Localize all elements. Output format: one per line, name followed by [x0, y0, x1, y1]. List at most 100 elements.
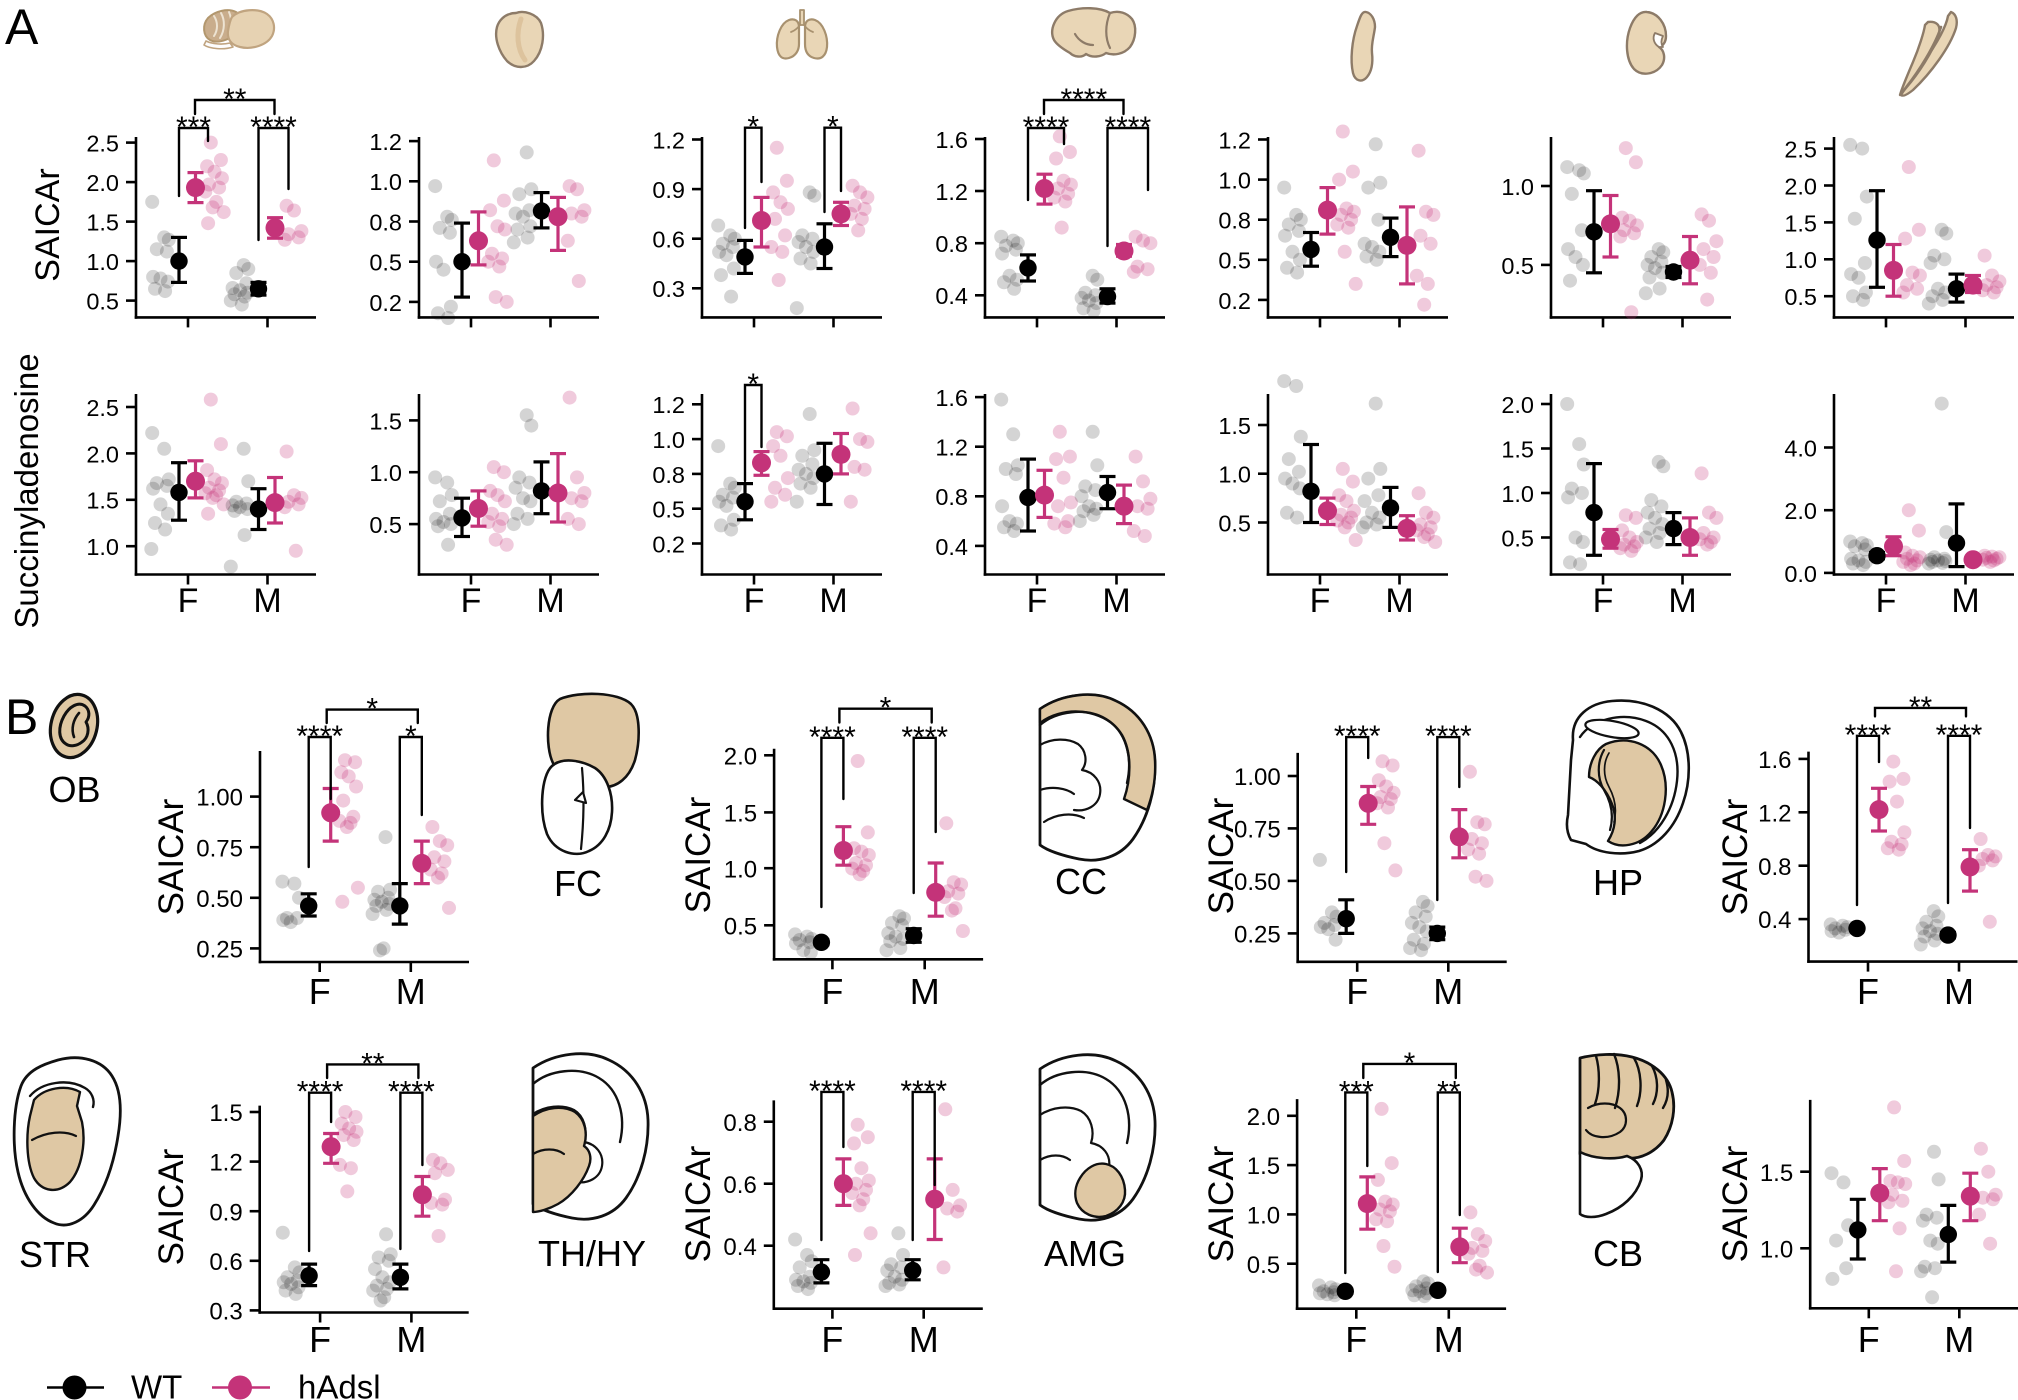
svg-text:0.8: 0.8 — [935, 231, 968, 257]
svg-text:CC: CC — [1055, 861, 1107, 902]
svg-text:0.75: 0.75 — [1234, 817, 1281, 844]
svg-text:*: * — [880, 692, 892, 725]
svg-text:M: M — [1951, 582, 1979, 620]
svg-text:0.6: 0.6 — [723, 1172, 756, 1199]
svg-text:F: F — [821, 971, 843, 1012]
svg-text:M: M — [909, 1319, 939, 1360]
svg-text:F: F — [1310, 582, 1331, 620]
svg-text:0.4: 0.4 — [935, 283, 968, 309]
svg-text:SAICAr: SAICAr — [1202, 797, 1241, 914]
svg-text:1.2: 1.2 — [652, 127, 685, 153]
svg-text:1.5: 1.5 — [86, 210, 119, 236]
svg-text:**: ** — [1437, 1075, 1461, 1108]
svg-text:F: F — [178, 582, 199, 620]
svg-text:1.5: 1.5 — [724, 801, 757, 828]
svg-text:0.3: 0.3 — [209, 1299, 242, 1326]
svg-text:F: F — [1858, 1319, 1880, 1360]
svg-text:1.6: 1.6 — [935, 385, 968, 411]
svg-text:1.0: 1.0 — [1218, 462, 1251, 488]
svg-text:****: **** — [1060, 83, 1107, 116]
svg-text:HP: HP — [1593, 862, 1643, 903]
svg-text:*: * — [405, 720, 417, 753]
svg-text:0.8: 0.8 — [1758, 854, 1791, 881]
svg-text:0.2: 0.2 — [1218, 288, 1251, 314]
svg-text:0.2: 0.2 — [369, 290, 402, 316]
svg-text:**: ** — [1909, 691, 1933, 724]
svg-text:F: F — [821, 1319, 843, 1360]
svg-text:2.5: 2.5 — [86, 395, 119, 421]
svg-text:1.0: 1.0 — [1760, 1236, 1793, 1263]
svg-text:1.0: 1.0 — [1218, 168, 1251, 194]
svg-text:M: M — [396, 1319, 426, 1360]
svg-text:0.3: 0.3 — [652, 276, 685, 302]
svg-text:0.5: 0.5 — [1501, 253, 1534, 279]
svg-text:1.0: 1.0 — [369, 460, 402, 486]
svg-text:0.2: 0.2 — [652, 531, 685, 557]
svg-text:0.75: 0.75 — [196, 835, 243, 862]
svg-text:M: M — [819, 582, 847, 620]
svg-text:1.5: 1.5 — [209, 1100, 242, 1127]
svg-text:1.2: 1.2 — [209, 1150, 242, 1177]
svg-text:2.0: 2.0 — [86, 170, 119, 196]
svg-text:M: M — [1434, 1319, 1464, 1360]
svg-text:B: B — [5, 689, 38, 745]
svg-text:1.0: 1.0 — [86, 249, 119, 275]
svg-text:0.50: 0.50 — [196, 886, 243, 913]
svg-text:hAdsl: hAdsl — [298, 1369, 381, 1400]
svg-text:****: **** — [388, 1076, 435, 1109]
svg-text:OB: OB — [48, 769, 100, 810]
svg-text:2.0: 2.0 — [724, 743, 757, 770]
svg-text:1.2: 1.2 — [1218, 127, 1251, 153]
svg-text:0.5: 0.5 — [369, 250, 402, 276]
svg-text:0.9: 0.9 — [652, 177, 685, 203]
svg-text:WT: WT — [131, 1369, 182, 1400]
svg-text:0.8: 0.8 — [652, 462, 685, 488]
svg-text:F: F — [1876, 582, 1897, 620]
svg-text:1.5: 1.5 — [1218, 413, 1251, 439]
svg-text:2.0: 2.0 — [1247, 1104, 1280, 1131]
svg-text:*: * — [827, 111, 839, 144]
svg-text:SAICAr: SAICAr — [679, 1145, 718, 1262]
svg-text:4.0: 4.0 — [1784, 435, 1817, 461]
svg-text:1.00: 1.00 — [1234, 764, 1281, 791]
svg-text:***: *** — [1339, 1075, 1374, 1108]
svg-text:****: **** — [1104, 111, 1151, 144]
svg-text:1.6: 1.6 — [1758, 747, 1791, 774]
svg-text:SAICAr: SAICAr — [29, 168, 67, 281]
svg-text:2.0: 2.0 — [1501, 392, 1534, 418]
svg-text:1.0: 1.0 — [86, 534, 119, 560]
svg-text:0.5: 0.5 — [1247, 1252, 1280, 1279]
svg-text:2.0: 2.0 — [86, 441, 119, 467]
svg-text:1.2: 1.2 — [935, 435, 968, 461]
svg-text:F: F — [309, 1319, 331, 1360]
svg-text:M: M — [1102, 582, 1130, 620]
svg-text:M: M — [1433, 971, 1463, 1012]
svg-text:M: M — [910, 971, 940, 1012]
svg-text:0.5: 0.5 — [1218, 248, 1251, 274]
svg-text:1.2: 1.2 — [652, 392, 685, 418]
svg-text:****: **** — [296, 720, 343, 753]
svg-text:0.25: 0.25 — [196, 937, 243, 964]
svg-text:***: *** — [176, 111, 211, 144]
svg-text:M: M — [1668, 582, 1696, 620]
svg-text:1.2: 1.2 — [1758, 800, 1791, 827]
svg-text:0.25: 0.25 — [1234, 922, 1281, 949]
svg-text:F: F — [309, 971, 331, 1012]
svg-text:*: * — [747, 368, 759, 401]
svg-text:0.5: 0.5 — [369, 512, 402, 538]
svg-text:F: F — [1345, 1319, 1367, 1360]
svg-text:0.8: 0.8 — [935, 484, 968, 510]
svg-text:1.2: 1.2 — [369, 129, 402, 155]
svg-text:0.5: 0.5 — [86, 289, 119, 315]
svg-text:1.0: 1.0 — [1501, 174, 1534, 200]
svg-text:1.0: 1.0 — [652, 427, 685, 453]
svg-text:M: M — [1944, 1319, 1974, 1360]
svg-text:STR: STR — [19, 1234, 91, 1275]
svg-text:F: F — [1346, 971, 1368, 1012]
svg-text:1.5: 1.5 — [369, 408, 402, 434]
svg-text:1.00: 1.00 — [196, 785, 243, 812]
svg-text:F: F — [1593, 582, 1614, 620]
svg-text:AMG: AMG — [1044, 1233, 1126, 1274]
svg-text:0.6: 0.6 — [652, 227, 685, 253]
svg-text:M: M — [1944, 971, 1974, 1012]
